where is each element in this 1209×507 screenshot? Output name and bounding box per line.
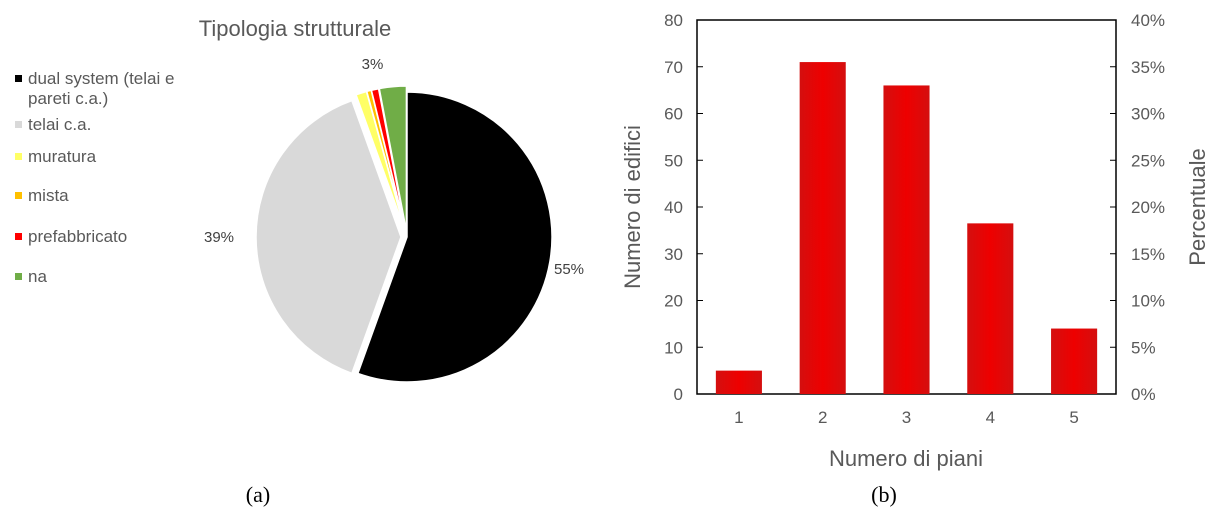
- legend-label-1: telai c.a.: [28, 115, 91, 134]
- y-tick-label-7: 70: [664, 58, 683, 77]
- y2-tick-label-2: 10%: [1131, 292, 1165, 311]
- y-axis-label: Numero di edifici: [620, 125, 645, 289]
- bar-2: [799, 62, 846, 394]
- bars: [715, 62, 1098, 394]
- x-tick-label-2: 3: [902, 408, 911, 427]
- pie-slice-0: [356, 91, 553, 383]
- y-tick-label-6: 60: [664, 105, 683, 124]
- y2-tick-label-6: 30%: [1131, 105, 1165, 124]
- y-tick-label-3: 30: [664, 245, 683, 264]
- legend-label-2: muratura: [28, 147, 97, 166]
- y-tick-label-8: 80: [664, 11, 683, 30]
- pie-slices: [255, 85, 553, 383]
- y-tick-label-2: 20: [664, 292, 683, 311]
- x-axis-label: Numero di piani: [829, 446, 983, 471]
- x-axis-ticks: 1 2 3 4 5: [734, 408, 1079, 427]
- caption-a: (a): [246, 482, 270, 507]
- y2-tick-label-7: 35%: [1131, 58, 1165, 77]
- y2-tick-label-1: 5%: [1131, 338, 1156, 357]
- y2-tick-label-5: 25%: [1131, 151, 1165, 170]
- y2-tick-label-0: 0%: [1131, 385, 1156, 404]
- legend-swatch-4: [15, 233, 22, 240]
- y-tick-label-4: 40: [664, 198, 683, 217]
- pie-data-label-5: 3%: [362, 56, 384, 73]
- x-tick-label-3: 4: [986, 408, 995, 427]
- legend-swatch-5: [15, 273, 22, 280]
- y2-tick-label-3: 15%: [1131, 245, 1165, 264]
- pie-chart-panel: Tipologia strutturale dual system (telai…: [15, 16, 584, 507]
- legend-label-3: mista: [28, 186, 69, 205]
- caption-b: (b): [871, 482, 897, 507]
- pie-slice-1: [255, 99, 402, 375]
- pie-data-labels: 55% 39% 3%: [204, 56, 584, 278]
- x-tick-label-4: 5: [1069, 408, 1078, 427]
- y2-tick-label-8: 40%: [1131, 11, 1165, 30]
- legend-label-4: prefabbricato: [28, 227, 127, 246]
- bar-chart-panel: 0 10 20 30 40 50 60 70 80 0% 5% 10% 15% 20% 25% 30% 35%…: [620, 11, 1209, 507]
- legend-swatch-2: [15, 153, 22, 160]
- y-tick-label-0: 0: [674, 385, 683, 404]
- y2-axis-ticks: 0% 5% 10% 15% 20% 25% 30% 35% 40%: [1110, 11, 1165, 404]
- pie-data-label-1: 39%: [204, 229, 234, 246]
- bar-5: [1051, 328, 1098, 394]
- y-tick-label-5: 50: [664, 151, 683, 170]
- x-tick-label-0: 1: [734, 408, 743, 427]
- y2-axis-label: Percentuale: [1185, 148, 1209, 265]
- pie-legend: dual system (telai e pareti c.a.) telai c.…: [15, 69, 174, 286]
- legend-swatch-0: [15, 75, 22, 82]
- pie-slice-5: [378, 85, 408, 232]
- y2-tick-label-4: 20%: [1131, 198, 1165, 217]
- y-tick-label-1: 10: [664, 338, 683, 357]
- x-tick-label-1: 2: [818, 408, 827, 427]
- legend-swatch-1: [15, 121, 22, 128]
- legend-label-5: na: [28, 267, 47, 286]
- pie-data-label-0: 55%: [554, 261, 584, 278]
- pie-title: Tipologia strutturale: [199, 16, 391, 41]
- bar-1: [715, 370, 762, 394]
- legend-swatch-3: [15, 192, 22, 199]
- bar-3: [883, 85, 930, 394]
- legend-label-0: dual system (telai e pareti c.a.): [28, 69, 174, 108]
- y-axis-ticks: 0 10 20 30 40 50 60 70 80: [664, 11, 703, 404]
- bar-4: [967, 223, 1014, 394]
